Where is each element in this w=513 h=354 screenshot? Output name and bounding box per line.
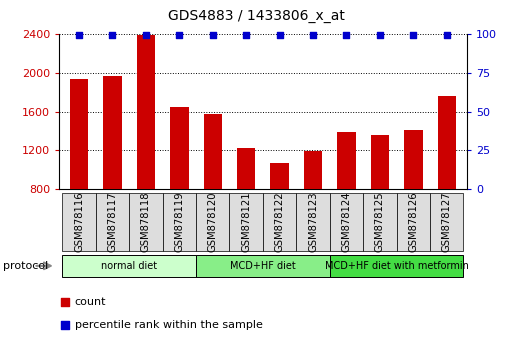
Text: percentile rank within the sample: percentile rank within the sample xyxy=(75,320,263,330)
Bar xyxy=(204,114,222,267)
Text: MCD+HF diet: MCD+HF diet xyxy=(230,261,296,271)
Point xyxy=(75,32,83,38)
Point xyxy=(443,32,451,38)
FancyBboxPatch shape xyxy=(330,193,363,251)
FancyBboxPatch shape xyxy=(63,255,196,277)
Text: GSM878120: GSM878120 xyxy=(208,192,218,252)
FancyBboxPatch shape xyxy=(397,193,430,251)
Text: GSM878116: GSM878116 xyxy=(74,191,84,252)
Point xyxy=(309,32,317,38)
Text: GSM878118: GSM878118 xyxy=(141,192,151,252)
Text: GDS4883 / 1433806_x_at: GDS4883 / 1433806_x_at xyxy=(168,9,345,23)
Text: GSM878123: GSM878123 xyxy=(308,192,318,252)
FancyBboxPatch shape xyxy=(330,255,463,277)
Point xyxy=(175,32,184,38)
Bar xyxy=(237,148,255,267)
Point xyxy=(61,322,69,328)
Point xyxy=(275,32,284,38)
FancyBboxPatch shape xyxy=(63,193,96,251)
FancyBboxPatch shape xyxy=(430,193,463,251)
Text: normal diet: normal diet xyxy=(101,261,157,271)
FancyBboxPatch shape xyxy=(129,193,163,251)
Text: GSM878124: GSM878124 xyxy=(342,192,351,252)
Bar xyxy=(304,152,322,267)
Point xyxy=(209,32,217,38)
Bar xyxy=(337,132,356,267)
FancyBboxPatch shape xyxy=(363,193,397,251)
FancyBboxPatch shape xyxy=(196,255,330,277)
Text: count: count xyxy=(75,297,106,307)
FancyBboxPatch shape xyxy=(297,193,330,251)
Point xyxy=(61,299,69,304)
Text: protocol: protocol xyxy=(3,261,48,271)
Text: GSM878127: GSM878127 xyxy=(442,191,452,252)
Text: MCD+HF diet with metformin: MCD+HF diet with metformin xyxy=(325,261,468,271)
Point xyxy=(342,32,350,38)
Text: GSM878122: GSM878122 xyxy=(274,191,285,252)
Bar xyxy=(438,96,456,267)
Bar xyxy=(371,135,389,267)
FancyBboxPatch shape xyxy=(229,193,263,251)
FancyBboxPatch shape xyxy=(263,193,297,251)
Point xyxy=(376,32,384,38)
Point xyxy=(409,32,418,38)
Text: GSM878119: GSM878119 xyxy=(174,191,184,252)
FancyBboxPatch shape xyxy=(96,193,129,251)
FancyBboxPatch shape xyxy=(163,193,196,251)
Bar xyxy=(170,107,189,267)
Point xyxy=(108,32,116,38)
Bar xyxy=(70,79,88,267)
Point xyxy=(242,32,250,38)
Text: GSM878125: GSM878125 xyxy=(375,191,385,252)
Bar xyxy=(103,76,122,267)
Bar xyxy=(404,130,423,267)
FancyBboxPatch shape xyxy=(196,193,229,251)
Text: GSM878117: GSM878117 xyxy=(108,191,117,252)
Bar xyxy=(137,35,155,267)
Text: GSM878126: GSM878126 xyxy=(408,191,418,252)
Text: GSM878121: GSM878121 xyxy=(241,191,251,252)
Point xyxy=(142,32,150,38)
Bar xyxy=(270,163,289,267)
